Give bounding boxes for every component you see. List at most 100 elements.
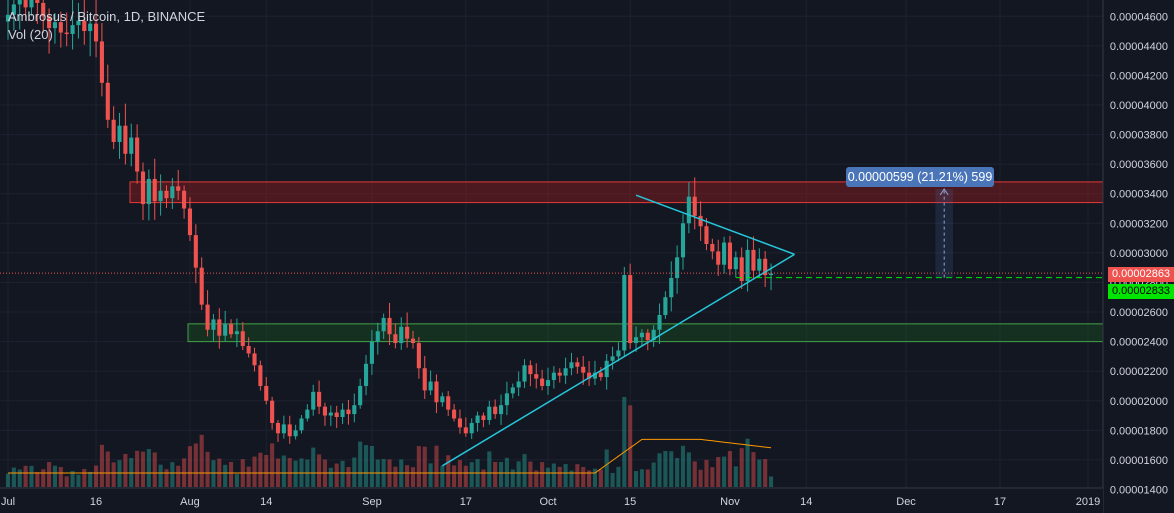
price-tick-label: 0.00001400: [1110, 484, 1168, 496]
volume-indicator-label[interactable]: Vol (20): [8, 27, 53, 42]
candle-body: [140, 171, 146, 205]
price-tick-label: 0.00003400: [1110, 189, 1168, 201]
candle-body: [47, 16, 52, 29]
candle-body: [111, 119, 116, 142]
legend: Ambrosus / Bitcoin, 1D, BINANCE Vol (20): [8, 8, 205, 44]
volume-bar: [452, 465, 457, 487]
candle-body: [252, 353, 257, 366]
candle-body: [29, 0, 34, 8]
candle-body: [211, 319, 216, 330]
time-tick-label: Jul: [1, 496, 15, 508]
volume-bar: [199, 434, 204, 487]
volume-bar: [428, 463, 433, 487]
candle-body: [651, 329, 656, 341]
volume-bar: [610, 472, 615, 487]
volume-bar: [481, 469, 486, 487]
candle-body: [768, 273, 774, 276]
volume-bar: [23, 465, 28, 487]
volume-bar: [152, 452, 157, 487]
volume-bar: [140, 451, 146, 487]
volume-bar: [158, 464, 163, 487]
volume-bar: [76, 474, 81, 487]
candle-body: [23, 0, 28, 8]
candle-body: [93, 23, 99, 42]
volume-bar: [528, 461, 533, 487]
volume-bar: [563, 464, 568, 487]
volume-bar: [52, 465, 58, 487]
time-tick-label: 2019: [1076, 496, 1100, 508]
candle-body: [287, 424, 292, 437]
price-tick-label: 0.00004400: [1110, 41, 1168, 53]
volume-bar: [722, 456, 727, 487]
volume-bar: [639, 469, 644, 487]
volume-bar: [317, 454, 322, 487]
candle-body: [463, 427, 468, 434]
volume-bar: [64, 476, 69, 487]
candle-body: [416, 343, 421, 369]
candle-body: [751, 249, 756, 271]
volume-bar: [270, 443, 275, 487]
volume-bar: [70, 471, 75, 487]
volume-bar: [751, 452, 756, 487]
candle-body: [534, 374, 539, 379]
candle-body: [446, 396, 451, 410]
candle-body: [598, 372, 603, 378]
volume-bar: [569, 470, 574, 487]
time-axis[interactable]: Jul 16 Aug 14 Sep 17 Oct 15 Nov 14 Dec 17 2019: [0, 487, 1103, 513]
candle-body: [117, 125, 122, 142]
volume-bar: [123, 453, 128, 487]
candle-body: [745, 249, 750, 281]
candle-body: [182, 190, 187, 209]
volume-bar: [11, 467, 16, 487]
time-tick-label: Aug: [180, 496, 200, 508]
candle-body: [264, 385, 269, 401]
candle-body: [375, 331, 380, 342]
target-price-tag: 0.00002833: [1108, 284, 1174, 299]
candle-body: [698, 215, 703, 227]
candle-body: [587, 372, 592, 379]
time-tick-label: 17: [460, 496, 472, 508]
volume-bar: [469, 462, 474, 487]
candle-body: [299, 418, 304, 431]
candle-body: [99, 41, 104, 83]
candle-body: [275, 422, 281, 434]
volume-bar: [146, 448, 151, 487]
volume-bar: [716, 457, 721, 487]
candle-body: [11, 4, 16, 15]
volume-bar: [410, 467, 416, 487]
time-tick-label: 16: [90, 496, 102, 508]
candle-body: [540, 378, 545, 386]
volume-bar: [675, 458, 680, 487]
candle-body: [522, 365, 527, 382]
volume-bar: [493, 462, 498, 487]
candle-body: [64, 32, 69, 35]
candle-body: [387, 317, 392, 335]
volume-bar: [187, 446, 193, 487]
candle-body: [610, 356, 615, 361]
candle-body: [557, 372, 562, 376]
volume-bar: [698, 469, 703, 487]
volume-bar: [328, 467, 333, 487]
volume-bar: [540, 462, 545, 487]
price-tick-label: 0.00003000: [1110, 248, 1168, 260]
candle-body: [328, 412, 333, 416]
price-axis[interactable]: 0.00004600 0.00004400 0.00004200 0.00004000…: [1102, 0, 1174, 513]
candle-body: [346, 409, 351, 415]
symbol-title[interactable]: Ambrosus / Bitcoin, 1D, BINANCE: [8, 9, 206, 24]
candle-body: [452, 409, 457, 419]
candle-body: [516, 381, 521, 388]
candle-body: [716, 251, 721, 265]
volume-bar: [434, 445, 439, 487]
candle-body: [170, 186, 175, 199]
volume-bar: [264, 454, 269, 487]
candle-body: [663, 297, 668, 315]
candle-body: [193, 235, 198, 268]
candle-body: [739, 257, 744, 281]
volume-bar: [739, 448, 744, 487]
volume-bar: [686, 452, 691, 487]
volume-bar: [334, 463, 339, 487]
candle-body: [504, 393, 509, 406]
volume-bar: [58, 467, 63, 487]
candle-body: [675, 257, 680, 279]
